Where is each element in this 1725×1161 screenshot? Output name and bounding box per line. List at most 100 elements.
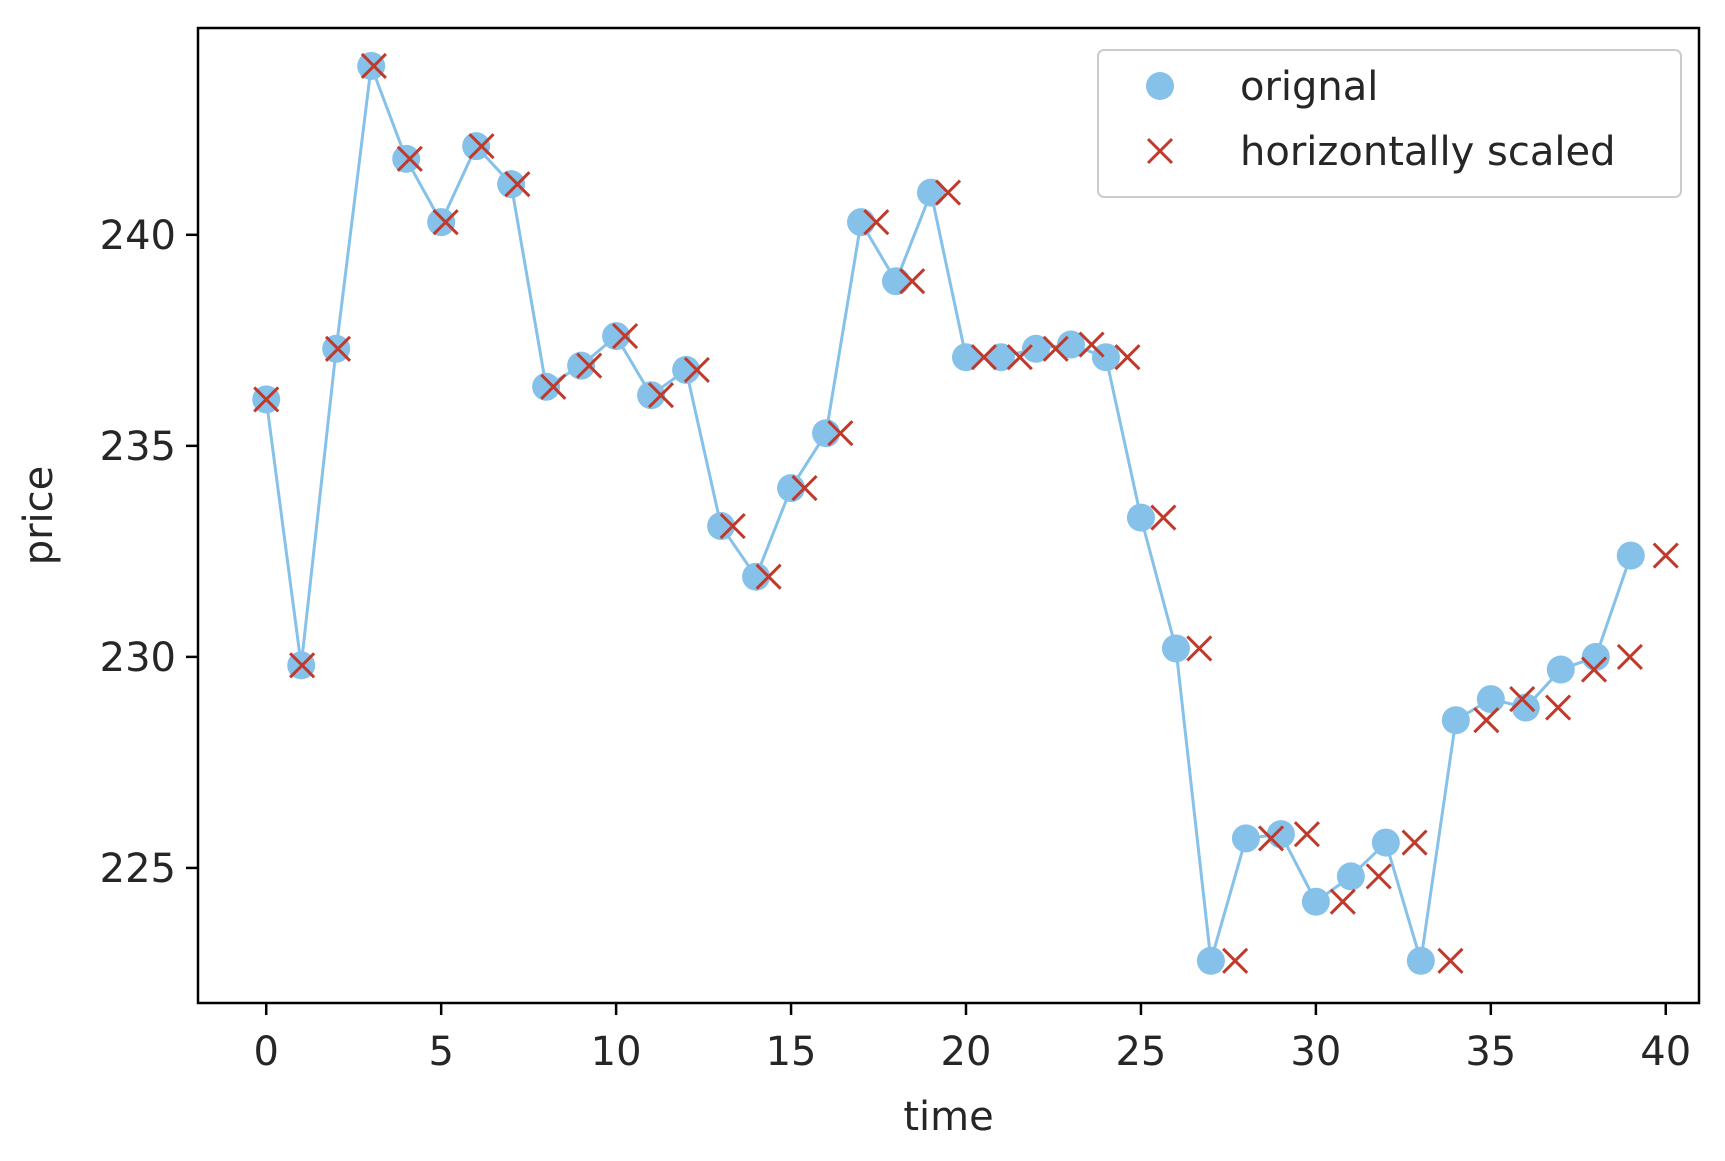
x-marker-stroke (1042, 335, 1069, 362)
series-line-layer (264, 65, 1633, 962)
x-marker-stroke (719, 512, 746, 540)
x-marker-stroke (1146, 137, 1174, 165)
y-axis-label: price (16, 466, 62, 566)
x-marker-stroke (1437, 947, 1464, 974)
x-axis-label: time (903, 1094, 993, 1140)
x-marker-stroke (1293, 821, 1320, 848)
x-marker-stroke (827, 420, 854, 447)
x-marker-stroke (432, 209, 459, 236)
x-marker-stroke (1509, 686, 1536, 713)
x-marker-stroke (289, 652, 316, 679)
data-point-original (847, 208, 876, 237)
x-marker-stroke (1257, 825, 1285, 852)
data-point-original (462, 132, 491, 161)
y-tick-label: 235 (100, 424, 176, 470)
x-marker-stroke (863, 209, 890, 236)
data-point-scaled (576, 352, 603, 379)
x-marker-stroke (791, 475, 818, 502)
data-point-original (1406, 946, 1435, 975)
data-point-original (917, 178, 946, 207)
original-series-line (264, 65, 1633, 962)
data-point-original (1021, 334, 1050, 363)
x-marker-stroke (504, 171, 531, 198)
x-marker-stroke (755, 563, 782, 590)
x-marker-stroke (1006, 344, 1033, 371)
data-point-original (812, 419, 841, 448)
x-marker-stroke (396, 145, 423, 172)
legend-marker-scaled (1146, 137, 1174, 165)
data-point-scaled (253, 386, 280, 413)
data-point-scaled (791, 475, 818, 502)
x-marker-stroke (612, 323, 639, 350)
x-marker-stroke (1150, 504, 1177, 531)
data-point-scaled (1473, 707, 1500, 734)
x-marker-stroke (683, 356, 710, 383)
x-marker-stroke (1329, 888, 1356, 915)
data-point-scaled (1401, 829, 1428, 856)
x-marker-stroke (1365, 863, 1392, 890)
x-tick-label: 15 (766, 1029, 817, 1075)
data-point-scaled (504, 171, 531, 198)
x-axis-ticks: 0 5 10 15 20 25 30 35 40 (254, 1003, 1691, 1075)
data-point-scaled (1329, 888, 1356, 915)
data-point-scaled (1257, 825, 1285, 852)
y-tick-label: 225 (100, 846, 176, 892)
x-marker-stroke (253, 386, 280, 413)
data-point-scaled (396, 145, 423, 172)
y-tick-label: 240 (100, 213, 176, 259)
x-marker-stroke (1580, 656, 1608, 683)
data-point-scaled (432, 209, 459, 236)
data-point-scaled (647, 382, 675, 409)
x-marker-stroke (647, 382, 675, 409)
data-point-scaled (1509, 686, 1536, 713)
legend-box (1097, 49, 1682, 198)
data-point-original (1126, 503, 1155, 532)
data-point-scaled (1293, 821, 1320, 848)
data-point-scaled (899, 268, 926, 295)
data-point-scaled (324, 335, 352, 362)
x-marker-stroke (1078, 331, 1105, 358)
x-marker-stroke (1186, 635, 1213, 662)
data-point-scaled (1042, 335, 1069, 362)
x-marker-stroke (934, 179, 962, 206)
x-tick-label: 5 (428, 1029, 453, 1075)
scaled-markers-layer (253, 52, 1679, 974)
x-marker-stroke (1114, 344, 1141, 371)
y-axis-ticks: 225 230 235 240 (100, 213, 198, 892)
chart-legend: orignal horizontally scaled (1097, 49, 1682, 198)
x-tick-label: 40 (1640, 1029, 1691, 1075)
data-point-scaled (755, 563, 782, 590)
data-point-scaled (1580, 656, 1608, 683)
data-point-original (1266, 820, 1295, 849)
plot-frame (196, 26, 1701, 1005)
data-point-original (1336, 862, 1365, 891)
data-point-scaled (1078, 331, 1105, 358)
data-point-scaled (719, 512, 746, 540)
data-point-scaled (1545, 694, 1572, 721)
data-point-scaled (289, 652, 316, 679)
data-point-original (637, 381, 666, 410)
data-point-original (777, 474, 806, 503)
x-tick-label: 25 (1115, 1029, 1166, 1075)
data-point-original (1476, 685, 1505, 714)
x-tick-label: 20 (941, 1029, 992, 1075)
x-marker-stroke (360, 52, 387, 80)
data-point-original (882, 267, 911, 296)
data-point-scaled (970, 344, 998, 371)
data-point-original (1301, 887, 1330, 916)
data-point-original (1371, 828, 1400, 857)
data-point-original (1056, 330, 1085, 359)
x-tick-label: 30 (1290, 1029, 1341, 1075)
x-marker-stroke (324, 335, 352, 362)
x-marker-stroke (540, 373, 567, 400)
data-point-scaled (540, 373, 567, 400)
data-point-original (951, 343, 980, 372)
data-point-scaled (1006, 344, 1033, 371)
data-point-original (707, 512, 736, 541)
x-tick-label: 10 (591, 1029, 642, 1075)
data-point-scaled (1114, 344, 1141, 371)
data-point-original (672, 355, 701, 384)
x-marker-stroke (1473, 707, 1500, 734)
